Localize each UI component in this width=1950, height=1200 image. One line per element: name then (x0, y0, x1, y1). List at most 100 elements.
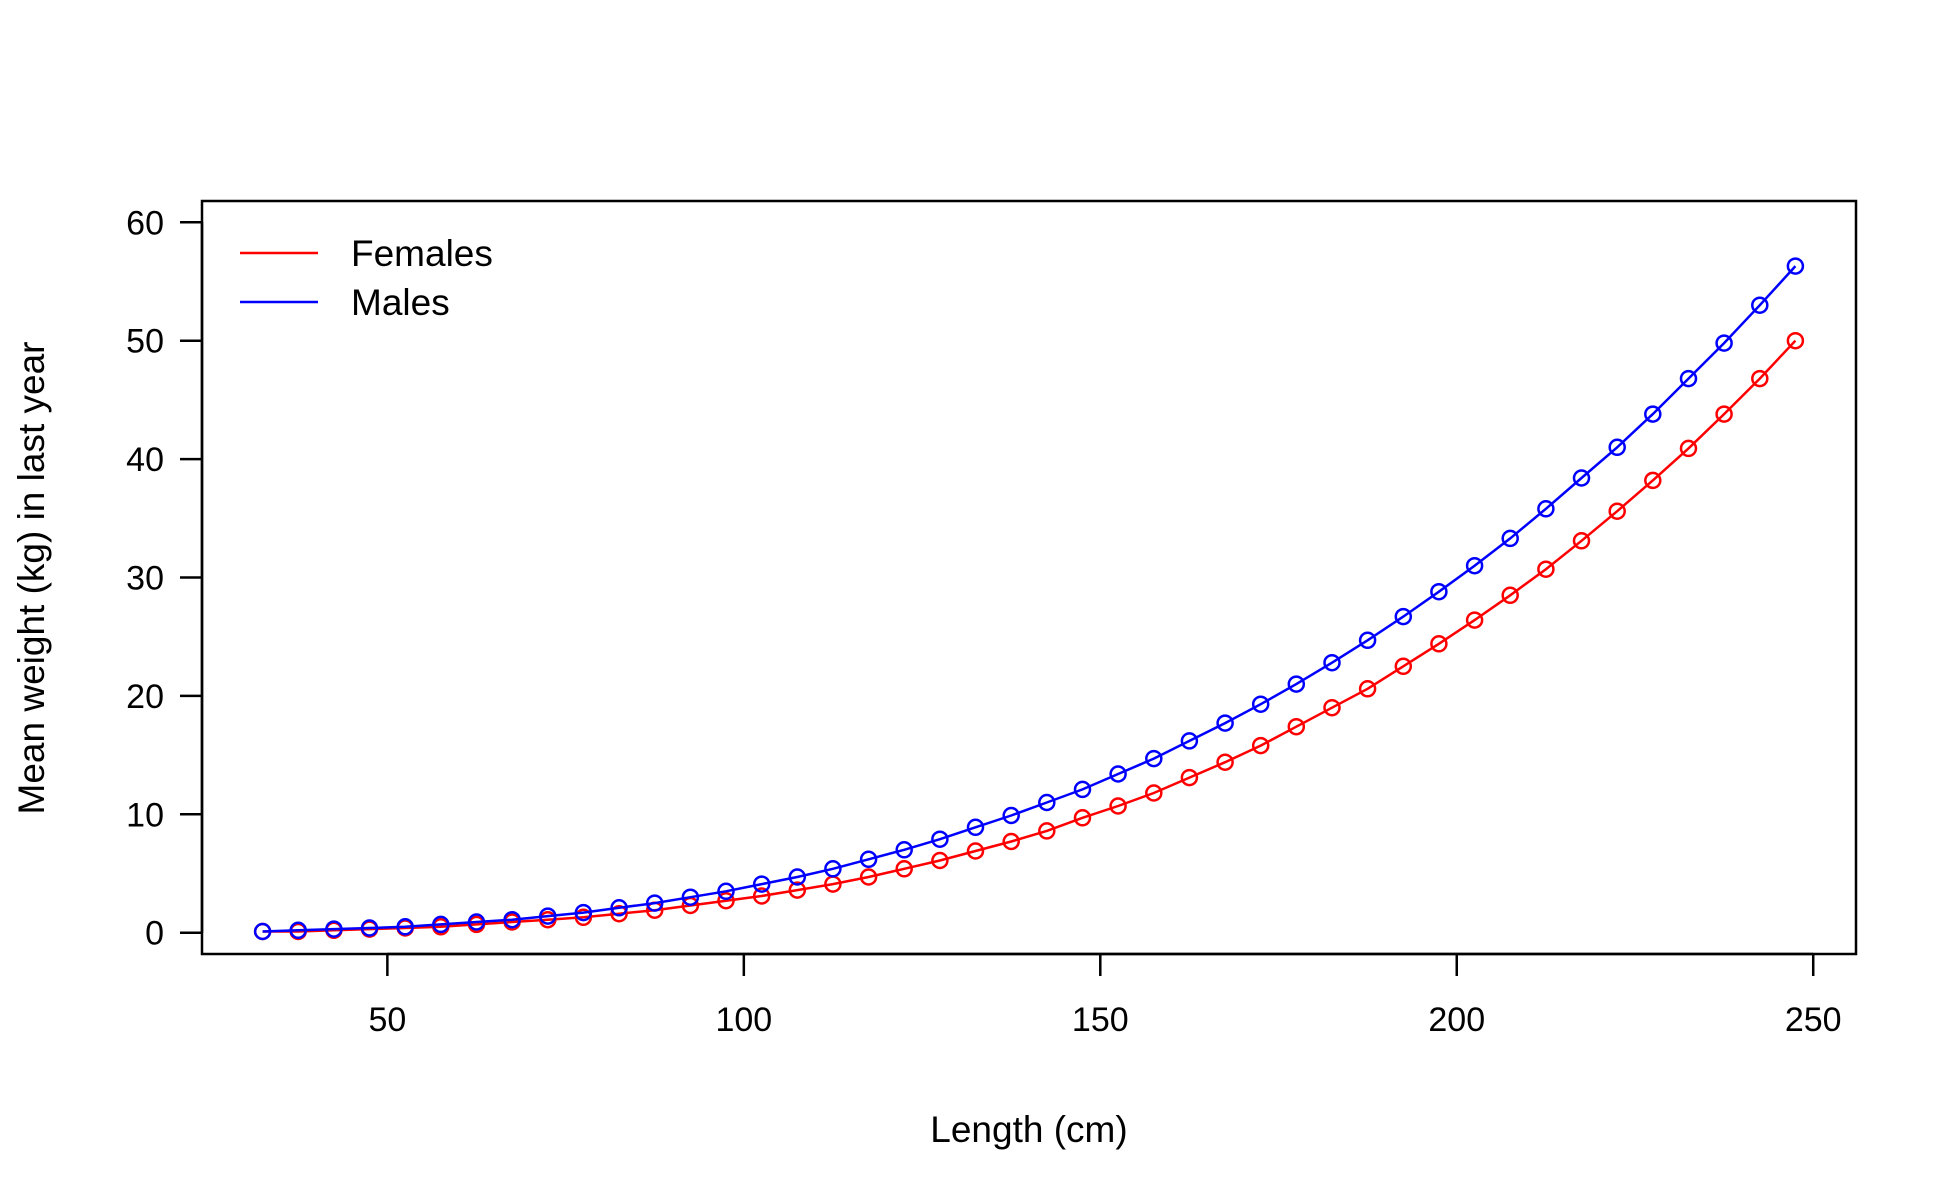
data-point-females-36 (1537, 560, 1555, 578)
data-point-males-1 (289, 921, 307, 940)
series-females (253, 331, 1805, 941)
data-point-females-26 (1180, 768, 1199, 787)
data-point-males-29 (1287, 675, 1306, 693)
data-point-males-11 (645, 894, 664, 912)
data-point-males-38 (1608, 438, 1626, 457)
legend-label-females: Females (351, 233, 493, 274)
series-line-females (262, 339, 1797, 933)
data-point-females-42 (1751, 369, 1769, 388)
data-point-males-10 (610, 899, 628, 917)
data-point-males-33 (1430, 582, 1448, 601)
data-point-females-41 (1715, 405, 1733, 423)
x-tick-label-100: 100 (715, 1001, 772, 1039)
data-point-females-31 (1358, 680, 1377, 698)
y-axis: 0 10 20 30 40 50 60 (126, 204, 204, 953)
data-point-males-21 (1002, 806, 1020, 825)
data-point-males-23 (1073, 780, 1092, 799)
data-point-females-38 (1608, 502, 1626, 520)
y-tick-label-50: 50 (126, 323, 164, 361)
data-point-males-20 (966, 818, 985, 837)
data-point-females-32 (1394, 657, 1413, 676)
x-tick-label-50: 50 (368, 1001, 406, 1039)
data-point-males-6 (467, 913, 486, 931)
data-point-females-28 (1251, 736, 1270, 755)
data-point-females-40 (1679, 439, 1698, 458)
data-point-males-28 (1251, 695, 1270, 713)
data-point-males-12 (681, 888, 700, 906)
data-point-males-25 (1145, 749, 1163, 768)
y-tick-label-30: 30 (126, 560, 164, 598)
series-layer (253, 257, 1805, 941)
y-tick-label-20: 20 (126, 678, 164, 716)
y-tick-label-60: 60 (126, 204, 164, 242)
x-axis: 50 100 150 200 250 (368, 952, 1842, 1039)
data-point-males-15 (788, 868, 807, 886)
series-males (253, 257, 1805, 941)
data-point-males-16 (824, 860, 842, 878)
legend-label-males: Males (351, 282, 450, 323)
data-point-females-30 (1323, 698, 1341, 717)
data-point-females-35 (1501, 586, 1519, 605)
data-point-females-10 (610, 904, 628, 923)
data-point-males-24 (1109, 765, 1127, 783)
data-point-males-7 (503, 910, 521, 929)
y-tick-label-10: 10 (126, 796, 164, 834)
data-point-males-27 (1216, 714, 1234, 732)
data-point-males-40 (1679, 369, 1698, 388)
legend: Females Males (240, 233, 493, 323)
data-point-males-19 (931, 830, 949, 848)
data-point-males-0 (253, 922, 272, 941)
x-tick-label-150: 150 (1072, 1001, 1129, 1039)
data-point-males-2 (325, 920, 343, 938)
data-point-females-15 (788, 881, 807, 899)
data-point-males-37 (1572, 469, 1591, 487)
data-point-females-19 (931, 851, 949, 870)
data-point-females-18 (895, 860, 913, 878)
data-point-females-22 (1038, 822, 1056, 840)
data-point-males-9 (574, 903, 593, 922)
data-point-females-43 (1786, 331, 1805, 350)
data-point-females-33 (1430, 635, 1448, 653)
data-point-females-9 (574, 908, 593, 927)
data-point-females-24 (1109, 797, 1127, 815)
data-point-males-22 (1038, 793, 1056, 812)
y-axis-title: Mean weight (kg) in last year (11, 342, 52, 815)
series-line-males (262, 265, 1797, 933)
data-point-males-34 (1465, 556, 1484, 575)
data-point-females-25 (1145, 784, 1163, 802)
data-point-females-27 (1216, 753, 1234, 771)
data-point-males-4 (396, 918, 414, 936)
x-tick-label-250: 250 (1785, 1001, 1842, 1039)
y-tick-label-40: 40 (126, 441, 164, 479)
data-point-males-35 (1501, 529, 1519, 548)
data-point-males-39 (1644, 405, 1662, 423)
data-point-females-20 (966, 842, 985, 860)
data-point-males-17 (859, 850, 878, 869)
y-tick-label-0: 0 (145, 915, 164, 953)
data-point-females-39 (1644, 471, 1662, 490)
data-point-males-41 (1715, 334, 1733, 352)
data-point-males-3 (360, 919, 379, 937)
x-axis-title: Length (cm) (930, 1109, 1127, 1150)
data-point-females-37 (1572, 532, 1591, 550)
x-tick-label-200: 200 (1428, 1001, 1485, 1039)
data-point-females-17 (859, 868, 878, 886)
data-point-females-13 (717, 891, 735, 910)
plot-frame (200, 199, 1858, 956)
data-point-males-8 (539, 907, 557, 925)
data-point-males-18 (895, 841, 913, 859)
data-point-males-31 (1358, 631, 1377, 650)
data-point-females-34 (1465, 611, 1484, 629)
data-point-males-32 (1394, 607, 1413, 626)
data-point-females-23 (1073, 809, 1092, 827)
data-point-males-14 (752, 875, 771, 893)
data-point-males-43 (1786, 257, 1805, 275)
data-point-males-36 (1537, 500, 1555, 518)
data-point-females-14 (752, 887, 771, 905)
data-point-females-21 (1002, 832, 1020, 851)
data-point-males-5 (432, 915, 450, 934)
data-point-males-26 (1180, 732, 1199, 750)
data-point-males-42 (1751, 296, 1769, 314)
data-point-males-13 (717, 882, 735, 901)
